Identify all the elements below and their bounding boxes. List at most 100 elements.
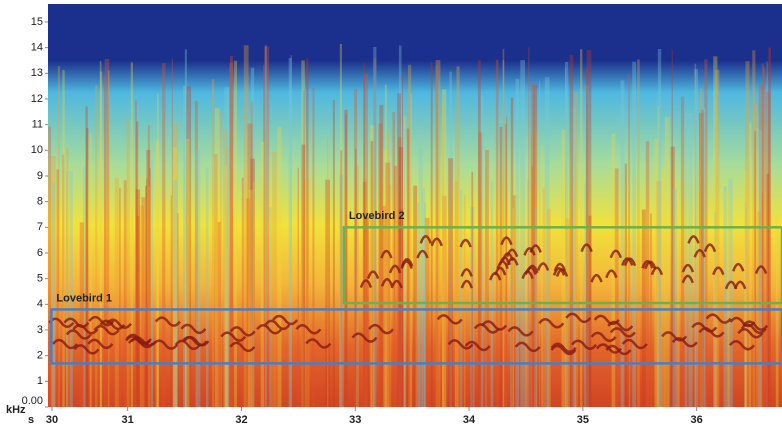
texture: [194, 100, 198, 408]
texture: [248, 195, 250, 407]
texture: [250, 101, 254, 408]
texture: [661, 331, 688, 342]
texture: [454, 181, 458, 407]
texture: [230, 55, 233, 407]
texture: [359, 279, 373, 288]
texture: [62, 154, 65, 407]
texture: [688, 112, 693, 408]
texture: [339, 44, 342, 407]
texture: [229, 341, 256, 353]
texture: [264, 45, 267, 408]
texture: [701, 108, 706, 407]
x-tick-label: 35: [577, 414, 589, 426]
texture: [65, 171, 68, 407]
texture: [715, 69, 720, 407]
texture: [260, 142, 265, 407]
texture: [180, 323, 207, 335]
texture: [63, 317, 90, 329]
texture: [614, 168, 619, 407]
texture: [380, 277, 394, 287]
texture: [744, 202, 747, 407]
annotation-label: Lovebird 2: [349, 210, 405, 222]
x-tick-label: 33: [349, 414, 361, 426]
texture: [398, 146, 404, 407]
texture: [723, 186, 727, 407]
texture: [448, 158, 454, 407]
texture: [250, 67, 255, 407]
texture: [184, 49, 187, 408]
texture: [241, 177, 244, 407]
texture: [533, 207, 537, 407]
texture: [184, 138, 190, 407]
texture: [385, 162, 391, 407]
texture: [698, 164, 700, 407]
texture: [72, 323, 99, 335]
texture: [363, 62, 365, 407]
annotation-label: Lovebird 1: [56, 292, 112, 304]
texture: [171, 58, 173, 408]
texture: [66, 148, 69, 407]
texture: [217, 221, 221, 407]
texture: [495, 59, 499, 408]
texture: [693, 248, 706, 258]
texture: [544, 77, 550, 407]
texture: [384, 203, 390, 407]
texture: [745, 100, 747, 407]
texture: [624, 163, 627, 407]
annotation-box: [342, 226, 782, 305]
texture: [424, 217, 430, 407]
texture: [387, 130, 390, 407]
texture: [729, 316, 756, 328]
texture: [620, 80, 625, 407]
texture: [389, 184, 392, 407]
texture: [220, 331, 247, 342]
texture: [56, 169, 59, 407]
texture: [48, 317, 75, 328]
texture: [569, 54, 574, 408]
y-tick-label: 14: [31, 42, 43, 54]
texture: [269, 207, 272, 407]
texture: [664, 116, 670, 408]
texture: [126, 119, 130, 408]
texture: [632, 61, 637, 407]
y-tick-label: 7: [37, 221, 43, 233]
texture: [100, 71, 103, 408]
texture: [565, 218, 571, 407]
texture: [749, 122, 752, 408]
texture: [657, 105, 660, 408]
texture: [205, 167, 209, 407]
texture: [712, 266, 725, 276]
texture: [327, 137, 329, 407]
texture: [85, 128, 89, 408]
texture: [419, 235, 432, 244]
texture: [553, 262, 567, 272]
texture: [460, 279, 473, 289]
texture: [234, 60, 238, 407]
x-tick-label: 32: [235, 414, 247, 426]
texture: [580, 243, 593, 253]
texture: [173, 179, 178, 407]
texture: [146, 149, 151, 407]
texture: [104, 58, 110, 407]
texture: [415, 204, 417, 407]
texture: [650, 266, 664, 276]
texture: [65, 329, 92, 340]
texture: [130, 62, 134, 407]
texture: [141, 197, 146, 407]
texture: [226, 146, 230, 407]
texture: [135, 100, 137, 408]
texture: [628, 73, 630, 407]
texture: [766, 61, 768, 407]
texture: [700, 88, 703, 408]
texture: [512, 207, 514, 407]
texture: [477, 60, 481, 407]
texture: [147, 186, 151, 407]
texture: [661, 167, 666, 407]
texture: [62, 70, 65, 407]
texture: [498, 256, 511, 266]
texture: [435, 60, 441, 408]
texture: [95, 85, 98, 407]
texture: [737, 328, 764, 339]
texture: [442, 106, 445, 407]
texture: [139, 205, 144, 407]
